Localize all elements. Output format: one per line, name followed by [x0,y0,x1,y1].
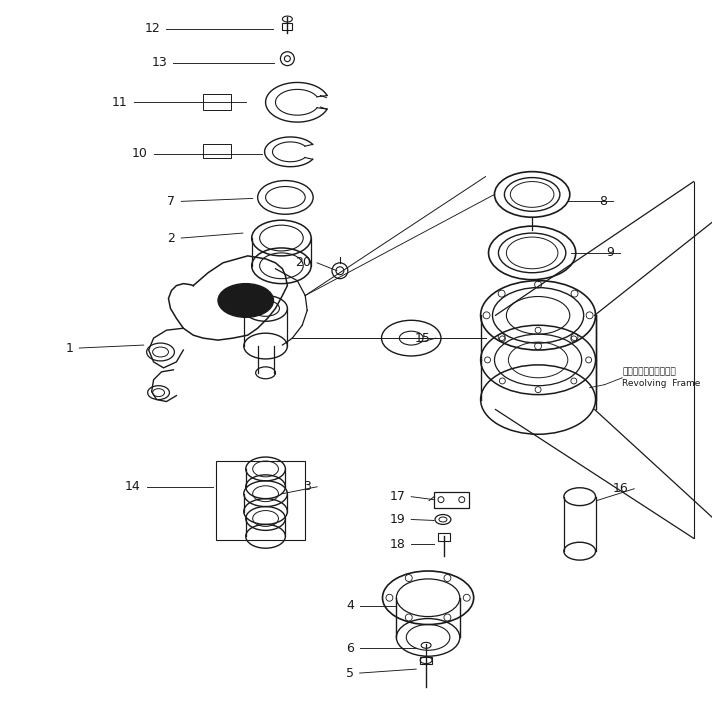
Bar [438,534,450,541]
Bar [216,461,305,540]
Text: レボルビングフレーム: レボルビングフレーム [623,367,676,377]
Text: 1: 1 [65,341,73,355]
Text: 3: 3 [303,480,311,494]
Bar [203,94,231,111]
Text: 10: 10 [132,147,147,161]
Text: 8: 8 [600,195,608,208]
Text: 5: 5 [346,667,354,679]
Text: 12: 12 [145,23,160,35]
Bar [283,23,293,30]
Text: 14: 14 [125,480,141,494]
Text: 20: 20 [296,256,311,270]
Text: 19: 19 [390,513,406,526]
Text: 17: 17 [390,490,406,503]
Text: 7: 7 [168,195,175,208]
Bar [420,658,432,664]
Text: 4: 4 [346,599,354,612]
Text: 2: 2 [168,232,175,244]
Ellipse shape [218,284,273,318]
Text: Revolving  Frame: Revolving Frame [623,379,701,388]
Text: 18: 18 [390,538,406,551]
Text: 9: 9 [607,246,615,259]
Text: 11: 11 [112,96,128,109]
Text: 16: 16 [613,482,628,495]
Text: 15: 15 [414,332,430,345]
Text: 13: 13 [152,56,168,69]
Bar [203,144,231,158]
Text: 6: 6 [346,642,354,655]
Bar [434,491,469,508]
